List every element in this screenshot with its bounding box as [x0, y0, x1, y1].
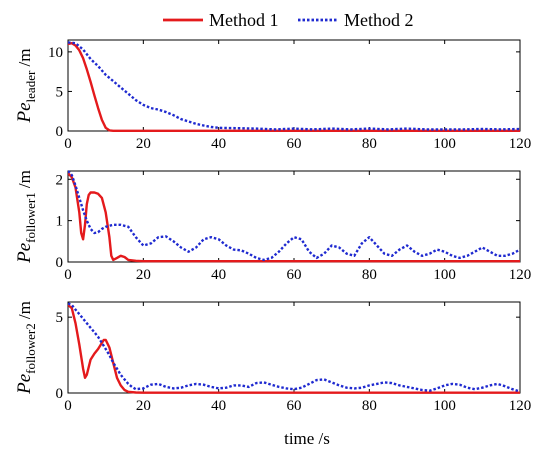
x-tick-label: 60 — [287, 398, 302, 414]
series-line-method-1 — [68, 171, 520, 263]
x-tick-label: 100 — [433, 398, 456, 414]
series-line-method-1 — [68, 42, 520, 132]
y-axis-label: Peleader /m — [14, 48, 38, 123]
x-tick-label: 120 — [509, 136, 532, 152]
x-tick-label: 80 — [362, 398, 377, 414]
y-tick-label: 0 — [56, 124, 64, 140]
plot-frame — [67, 39, 521, 132]
x-tick-label: 80 — [362, 136, 377, 152]
series-line-method-1 — [68, 303, 520, 394]
subplot-1: 0 20 40 60 80 100 120 0 5 10 Peleader /m — [14, 39, 532, 152]
y-tick-label: 0 — [56, 386, 64, 402]
x-tick-label: 120 — [509, 398, 532, 414]
y-axis-label: Pefollower1 /m — [14, 170, 38, 264]
y-tick-label: 5 — [56, 84, 64, 100]
x-tick-label: 40 — [211, 398, 226, 414]
y-tick-label: 1 — [56, 214, 64, 230]
series-line-method-2 — [68, 41, 520, 131]
series-line-method-2 — [68, 170, 520, 262]
x-tick-label: 60 — [287, 136, 302, 152]
series-group — [68, 302, 520, 394]
legend-label-2: Method 2 — [344, 10, 414, 30]
y-tick-label: 2 — [56, 172, 64, 188]
plot-frame — [67, 301, 521, 394]
x-axis-label: time /s — [284, 429, 330, 448]
x-tick-label: 20 — [136, 398, 151, 414]
legend-label-1: Method 1 — [209, 10, 279, 30]
y-axis-label: Pefollower2 /m — [14, 301, 38, 395]
subplot-3: 0 20 40 60 80 100 120 0 5 Pefollower2 /m — [14, 301, 531, 414]
x-tick-label: 20 — [136, 136, 151, 152]
y-tick-label: 5 — [56, 310, 64, 326]
x-tick-label: 40 — [211, 267, 226, 283]
y-tick-label: 0 — [56, 255, 64, 271]
y-tick-label: 10 — [48, 45, 63, 61]
x-tick-label: 0 — [64, 267, 72, 283]
x-tick-label: 120 — [509, 267, 532, 283]
series-group — [68, 41, 520, 132]
series-line-method-2 — [68, 302, 520, 393]
x-tick-label: 0 — [64, 398, 72, 414]
series-group — [68, 170, 520, 263]
plot-frame — [67, 170, 521, 263]
x-tick-label: 60 — [287, 267, 302, 283]
x-tick-label: 100 — [433, 136, 456, 152]
x-tick-label: 0 — [64, 136, 72, 152]
x-tick-label: 100 — [433, 267, 456, 283]
x-tick-label: 20 — [136, 267, 151, 283]
legend: Method 1 Method 2 — [163, 10, 414, 30]
x-tick-label: 80 — [362, 267, 377, 283]
subplot-2: 0 20 40 60 80 100 120 0 1 2 Pefollower1 /m — [14, 170, 531, 283]
x-tick-label: 40 — [211, 136, 226, 152]
